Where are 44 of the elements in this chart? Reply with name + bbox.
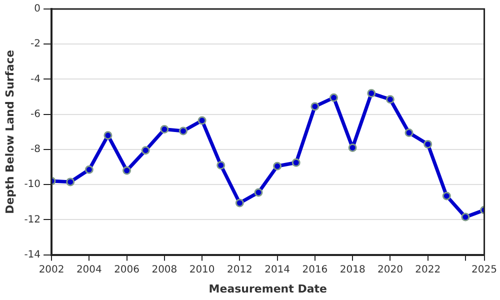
point bbox=[216, 161, 226, 170]
y-tick-label: 0 bbox=[34, 4, 41, 15]
point bbox=[273, 162, 282, 170]
point bbox=[254, 188, 263, 197]
x-tick-label: 2025 bbox=[472, 264, 497, 276]
point bbox=[424, 140, 432, 148]
x-tick-label: 2016 bbox=[302, 264, 328, 276]
y-tick-label: -4 bbox=[30, 74, 41, 85]
x-tick-label: 2002 bbox=[38, 264, 64, 276]
x-tick-label: 2004 bbox=[76, 264, 102, 276]
point bbox=[310, 102, 320, 111]
y-tick-label: -8 bbox=[30, 144, 41, 156]
point bbox=[235, 198, 244, 208]
point bbox=[141, 146, 150, 155]
point bbox=[348, 143, 357, 152]
x-tick-label: 2020 bbox=[377, 264, 403, 276]
point bbox=[367, 89, 376, 98]
point bbox=[104, 131, 112, 140]
x-tick-label: 2012 bbox=[226, 264, 252, 276]
point bbox=[442, 192, 451, 200]
x-axis-title: Measurement Date bbox=[208, 282, 328, 296]
y-tick-label: -2 bbox=[30, 38, 41, 50]
x-tick-label: 2010 bbox=[189, 264, 215, 276]
point bbox=[386, 95, 394, 104]
point bbox=[84, 165, 94, 174]
y-tick-label: -10 bbox=[24, 179, 41, 190]
y-tick-label: -6 bbox=[30, 108, 41, 120]
point bbox=[404, 128, 414, 138]
x-tick-label: 2022 bbox=[415, 264, 441, 276]
y-tick-label: -14 bbox=[24, 249, 41, 260]
point bbox=[330, 93, 338, 102]
point bbox=[122, 166, 132, 175]
x-tick-label: 2014 bbox=[264, 264, 290, 276]
point bbox=[160, 125, 169, 134]
point bbox=[178, 126, 188, 136]
x-tick-label: 2008 bbox=[152, 264, 178, 276]
y-axis-title: Depth Below Land Surface bbox=[3, 50, 16, 214]
x-tick-label: 2018 bbox=[340, 264, 366, 276]
y-tick-label: -12 bbox=[24, 214, 41, 226]
point bbox=[292, 158, 300, 167]
point bbox=[66, 178, 75, 186]
point bbox=[198, 116, 206, 125]
point bbox=[461, 212, 470, 222]
x-tick-label: 2006 bbox=[114, 264, 140, 276]
